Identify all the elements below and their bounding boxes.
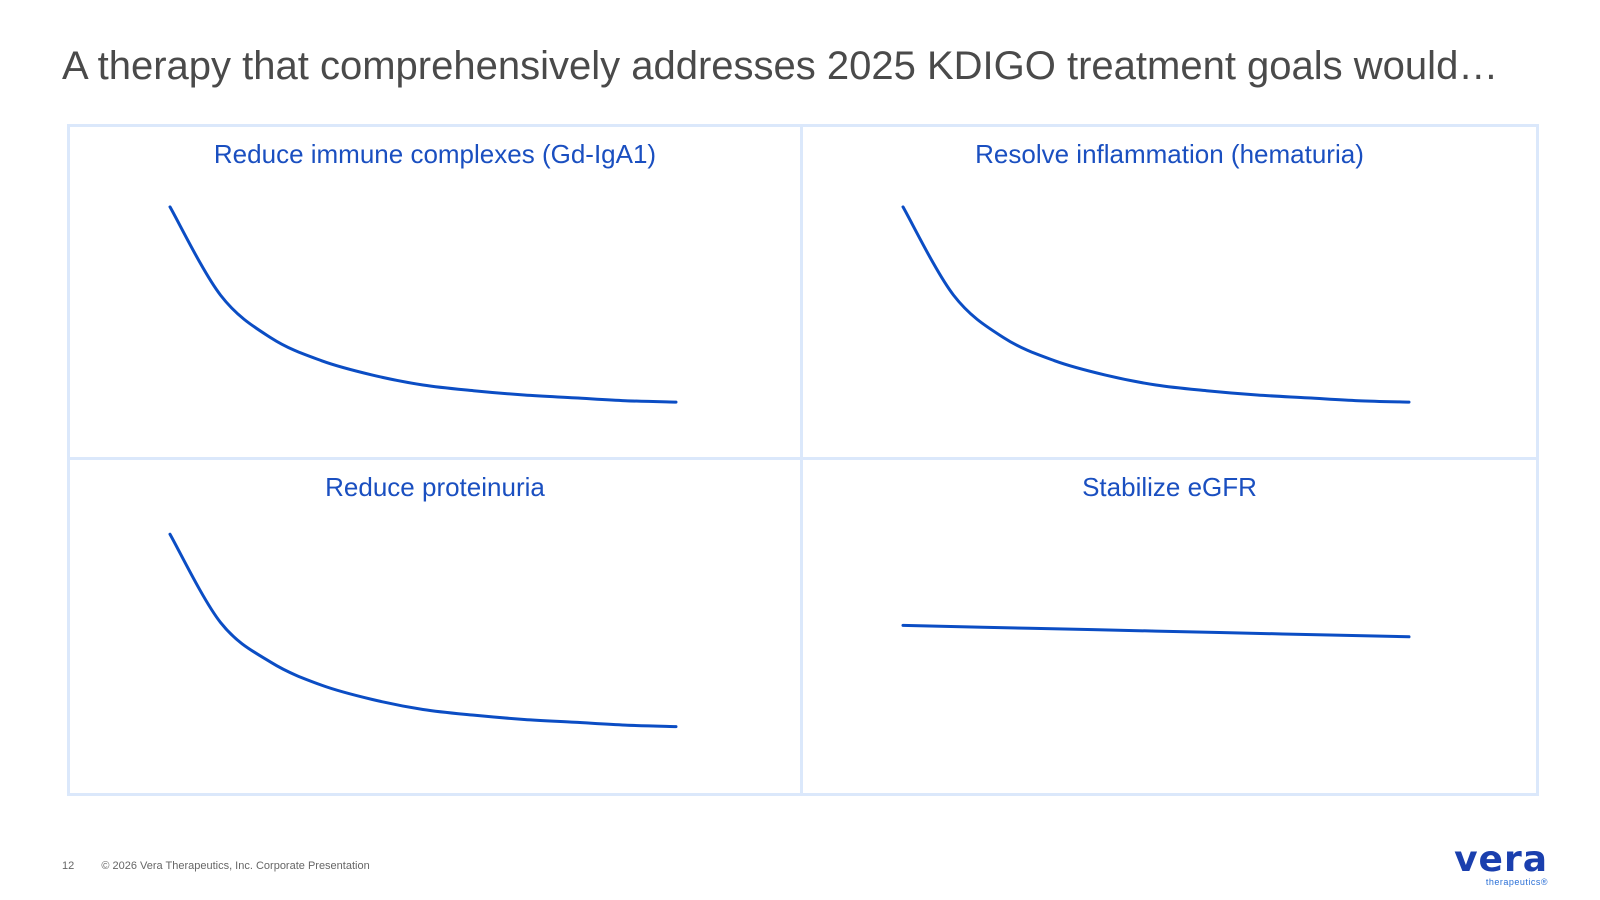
series-line [168, 532, 678, 729]
page-number: 12 [62, 860, 75, 872]
chart-svg [901, 205, 1411, 404]
series-line [168, 205, 678, 404]
vera-logo: vera therapeutics® [1454, 839, 1548, 888]
chart-title: Reduce proteinuria [325, 472, 545, 502]
logo-subtitle: therapeutics® [1485, 877, 1548, 887]
slide-title: A therapy that comprehensively addresses… [62, 44, 1499, 88]
series-line [901, 205, 1411, 404]
chart-panel-1: Reduce immune complexes (Gd-IgA1) [70, 127, 803, 460]
chart-title: Stabilize eGFR [1082, 472, 1257, 502]
chart-svg [901, 623, 1411, 639]
chart-panel-3: Reduce proteinuria [70, 460, 803, 793]
chart-svg [168, 532, 678, 729]
chart-svg [168, 205, 678, 404]
copyright-text: © 2026 Vera Therapeutics, Inc. Corporate… [101, 860, 370, 872]
chart-panel-2: Resolve inflammation (hematuria) [803, 127, 1536, 460]
chart-title: Reduce immune complexes (Gd-IgA1) [213, 139, 657, 169]
series-line [901, 623, 1411, 639]
logo-word: vera [1454, 839, 1548, 880]
footer: 12 © 2026 Vera Therapeutics, Inc. Corpor… [62, 860, 370, 872]
chart-panel-4: Stabilize eGFR [803, 460, 1536, 793]
chart-title: Resolve inflammation (hematuria) [975, 139, 1364, 169]
charts-grid: Reduce immune complexes (Gd-IgA1) Resolv… [67, 124, 1539, 796]
